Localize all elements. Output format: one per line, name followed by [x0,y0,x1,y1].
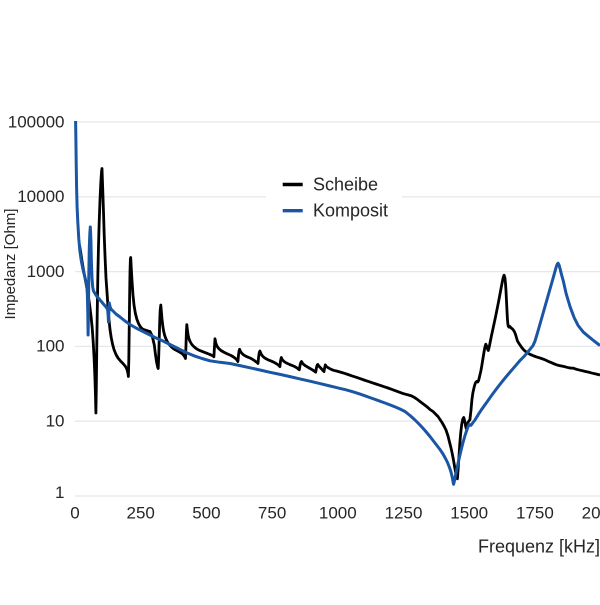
svg-text:1500: 1500 [450,503,488,522]
svg-text:1750: 1750 [516,503,554,522]
svg-text:Scheibe: Scheibe [313,175,378,195]
svg-text:100000: 100000 [8,112,65,131]
svg-text:Impedanz [Ohm]: Impedanz [Ohm] [2,209,19,320]
svg-text:10000: 10000 [17,187,64,206]
svg-text:2000: 2000 [582,503,600,522]
svg-text:10: 10 [46,412,65,431]
svg-text:0: 0 [70,503,79,522]
svg-text:500: 500 [192,503,220,522]
svg-text:1000: 1000 [319,503,357,522]
svg-text:Komposit: Komposit [313,201,388,221]
svg-text:750: 750 [258,503,286,522]
svg-text:100: 100 [36,337,64,356]
svg-text:250: 250 [127,503,155,522]
svg-text:Frequenz [kHz]: Frequenz [kHz] [478,537,600,557]
svg-text:1250: 1250 [385,503,423,522]
svg-text:1: 1 [55,483,64,502]
svg-text:1000: 1000 [27,262,65,281]
